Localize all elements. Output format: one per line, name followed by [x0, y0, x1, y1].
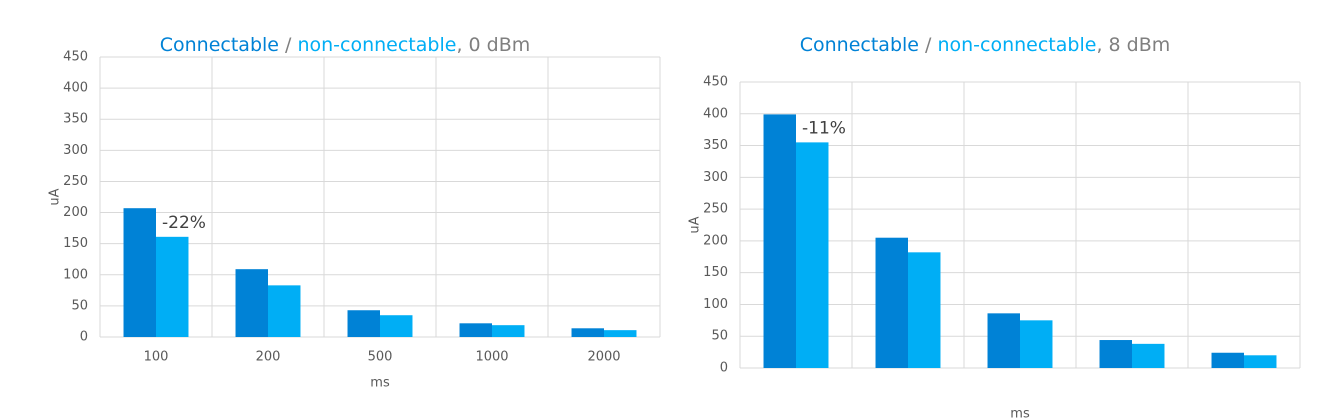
- bar: [796, 142, 829, 368]
- y-tick-label: 300: [703, 170, 728, 185]
- chart-title: Connectable / non-connectable, 8 dBm: [800, 34, 1171, 56]
- bar: [987, 313, 1020, 368]
- annotation: -11%: [802, 118, 846, 138]
- bar: [268, 285, 301, 337]
- x-tick-label: 100: [144, 350, 169, 365]
- x-tick-label: 500: [368, 350, 393, 365]
- x-tick-label: 200: [256, 350, 281, 365]
- y-tick-label: 450: [703, 75, 728, 90]
- y-tick-label: 350: [63, 112, 88, 127]
- bar: [123, 208, 156, 337]
- y-axis-label: uA: [688, 216, 703, 233]
- y-tick-label: 200: [703, 233, 728, 248]
- x-axis-label: ms: [1010, 407, 1030, 418]
- y-tick-label: 450: [63, 50, 88, 65]
- y-tick-label: 50: [711, 329, 728, 344]
- bar: [156, 236, 189, 337]
- y-tick-label: 100: [703, 297, 728, 312]
- bar: [459, 323, 492, 337]
- y-tick-label: 400: [703, 106, 728, 121]
- bar: [492, 325, 525, 337]
- title-part: non-connectable: [937, 34, 1096, 56]
- x-axis-label: ms: [370, 376, 390, 391]
- y-tick-label: 250: [703, 202, 728, 217]
- x-tick-label: 2000: [587, 350, 620, 365]
- y-tick-label: 350: [703, 138, 728, 153]
- title-part: , 0 dBm: [456, 34, 530, 56]
- bar: [235, 269, 268, 337]
- y-tick-label: 200: [63, 205, 88, 220]
- bar: [1132, 343, 1165, 368]
- bar: [571, 328, 604, 337]
- title-part: /: [919, 34, 937, 56]
- y-tick-label: 100: [63, 267, 88, 282]
- y-tick-label: 150: [703, 265, 728, 280]
- x-tick-label: 1000: [475, 350, 508, 365]
- y-tick-label: 150: [63, 236, 88, 251]
- bar: [875, 237, 908, 368]
- bar: [1244, 355, 1277, 368]
- bar: [763, 114, 796, 368]
- y-tick-label: 300: [63, 143, 88, 158]
- bar: [1211, 352, 1244, 368]
- bar: [604, 330, 637, 337]
- bar: [908, 252, 941, 368]
- y-tick-label: 50: [71, 298, 88, 313]
- bar: [347, 310, 380, 337]
- y-tick-label: 0: [80, 330, 88, 345]
- bar: [380, 315, 413, 337]
- y-tick-label: 250: [63, 174, 88, 189]
- title-part: /: [279, 34, 297, 56]
- y-tick-label: 0: [720, 361, 728, 376]
- title-part: , 8 dBm: [1096, 34, 1170, 56]
- title-part: Connectable: [800, 34, 919, 56]
- bar: [1099, 340, 1132, 368]
- bar: [1020, 320, 1053, 368]
- title-part: non-connectable: [297, 34, 456, 56]
- y-axis-label: uA: [48, 188, 63, 205]
- title-part: Connectable: [160, 34, 279, 56]
- annotation: -22%: [162, 213, 206, 233]
- y-tick-label: 400: [63, 81, 88, 96]
- chart-title: Connectable / non-connectable, 0 dBm: [160, 34, 531, 56]
